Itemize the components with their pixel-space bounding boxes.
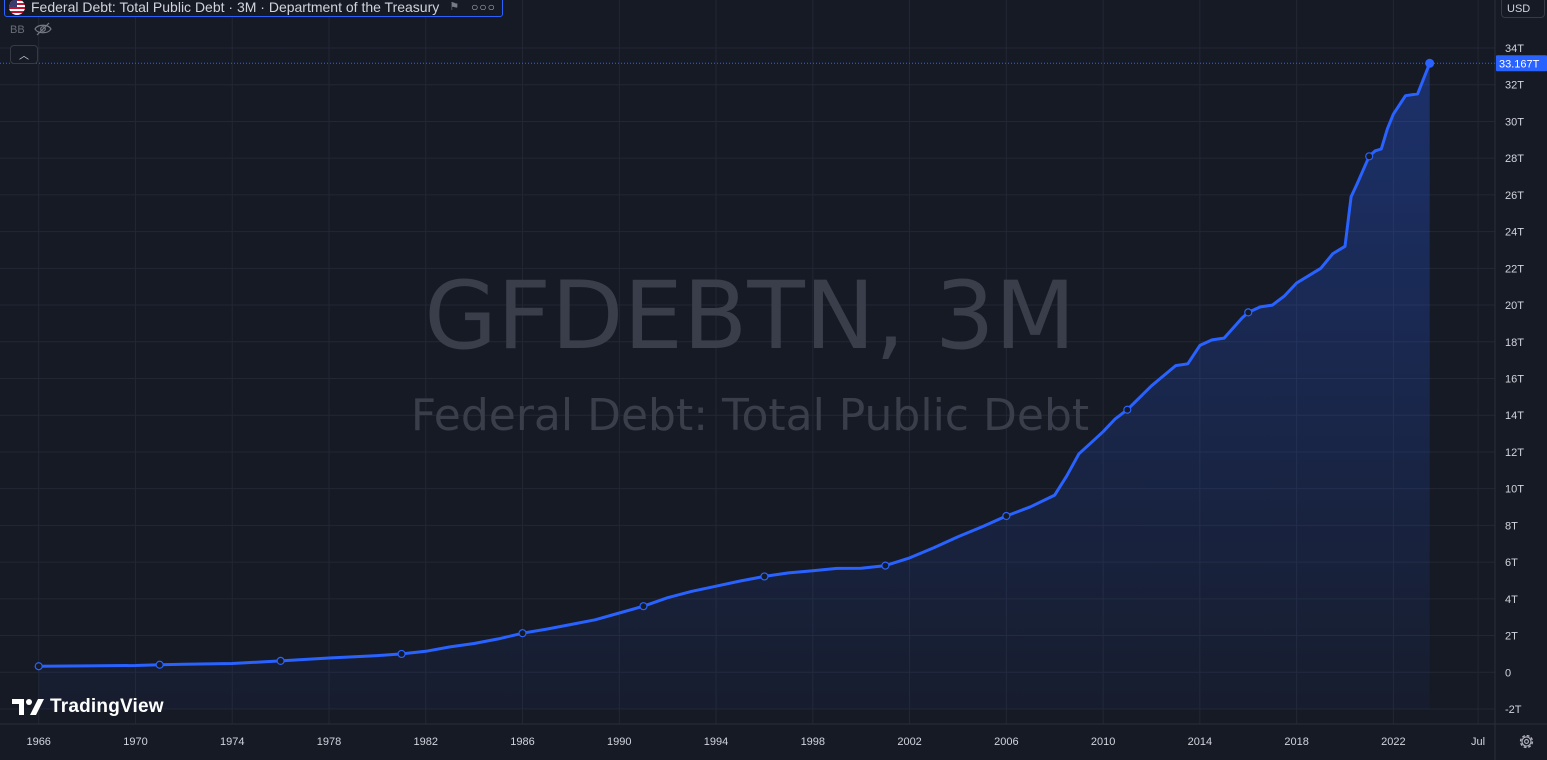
y-tick-label: 16T [1505, 374, 1524, 386]
event-marker [34, 662, 43, 671]
last-value-tag [1496, 55, 1547, 72]
y-tick-label: 12T [1505, 447, 1524, 459]
tradingview-logo[interactable]: TradingView [12, 696, 164, 718]
event-marker [881, 561, 890, 570]
x-tick-label: 1990 [607, 736, 631, 748]
series-legend[interactable]: Federal Debt: Total Public Debt · 3M · D… [4, 0, 503, 17]
chevron-up-icon: ︿ [19, 51, 29, 62]
y-tick-label: 34T [1505, 43, 1524, 55]
y-tick-label: 4T [1505, 594, 1518, 606]
event-marker [155, 660, 164, 669]
y-tick-label: 0 [1505, 667, 1511, 679]
y-tick-label: 22T [1505, 263, 1524, 275]
last-value-dot [1425, 58, 1435, 68]
y-tick-label: 26T [1505, 190, 1524, 202]
y-tick-label: 20T [1505, 300, 1524, 312]
last-value-label: 33.167T [1499, 58, 1540, 70]
y-tick-label: 2T [1505, 631, 1518, 643]
x-tick-label: Jul [1471, 736, 1485, 748]
y-tick-label: 14T [1505, 410, 1524, 422]
x-tick-label: 2002 [897, 736, 921, 748]
collapse-button[interactable]: ︿ [10, 45, 38, 64]
currency-button[interactable]: USD [1501, 0, 1545, 18]
watermark-symbol: GFDEBTN, 3M [424, 262, 1076, 371]
event-marker [1002, 511, 1011, 521]
event-marker [760, 572, 769, 581]
series-title[interactable]: Federal Debt: Total Public Debt · 3M · D… [31, 0, 440, 15]
logo-text: TradingView [50, 696, 164, 717]
event-marker [639, 602, 648, 611]
y-tick-label: -2T [1505, 704, 1522, 716]
watermark-name: Federal Debt: Total Public Debt [411, 390, 1089, 441]
indicator-label[interactable]: BB [10, 24, 25, 36]
y-tick-label: 28T [1505, 153, 1524, 165]
x-tick-label: 1982 [414, 736, 438, 748]
event-marker [518, 629, 527, 638]
event-marker [1244, 308, 1253, 317]
event-marker [397, 649, 406, 659]
y-tick-label: 10T [1505, 484, 1524, 496]
x-tick-label: 2010 [1091, 736, 1115, 748]
y-tick-label: 32T [1505, 80, 1524, 92]
more-horizontal-icon[interactable]: ○○○ [471, 0, 496, 14]
x-tick-label: 1978 [317, 736, 341, 748]
flag-icon[interactable]: ⚑ [449, 1, 460, 13]
gear-icon[interactable] [1518, 733, 1535, 750]
x-tick-label: 1974 [220, 736, 244, 748]
series-area-fill [38, 63, 1430, 710]
event-marker [1123, 405, 1132, 414]
x-tick-label: 1998 [801, 736, 825, 748]
x-tick-label: 1966 [26, 736, 50, 748]
tradingview-logo-icon [12, 699, 44, 715]
event-marker [1365, 152, 1374, 161]
x-tick-label: 1986 [510, 736, 534, 748]
eye-off-icon[interactable] [34, 22, 52, 36]
y-tick-label: 24T [1505, 227, 1524, 239]
x-tick-label: 2022 [1381, 736, 1405, 748]
x-tick-label: 2014 [1188, 736, 1212, 748]
y-tick-label: 6T [1505, 557, 1518, 569]
x-tick-label: 1994 [704, 736, 728, 748]
x-tick-label: 1970 [123, 736, 147, 748]
y-tick-label: 30T [1505, 116, 1524, 128]
event-marker [276, 656, 285, 665]
y-tick-label: 8T [1505, 520, 1518, 532]
x-tick-label: 2018 [1284, 736, 1308, 748]
x-tick-label: 2006 [994, 736, 1018, 748]
us-flag-icon [9, 0, 25, 15]
y-tick-label: 18T [1505, 337, 1524, 349]
